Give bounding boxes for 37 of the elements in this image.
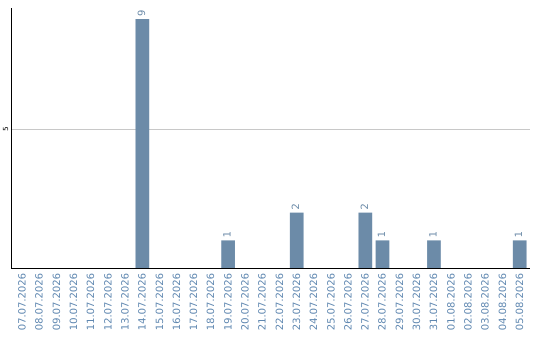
x-tick-label: 16.07.2026 — [172, 273, 183, 330]
x-tick-label: 30.07.2026 — [412, 273, 424, 330]
x-tick-label: 23.07.2026 — [292, 273, 303, 330]
x-tick-label: 02.08.2026 — [464, 273, 474, 330]
x-tick-label: 20.07.2026 — [240, 273, 252, 330]
x-tick-label: 26.07.2026 — [343, 273, 354, 330]
x-tick-label: 22.07.2026 — [274, 273, 286, 330]
x-tick-label: 07.07.2026 — [18, 273, 29, 330]
x-tick-label: 21.07.2026 — [258, 273, 269, 330]
data-label: 1 — [376, 230, 388, 238]
x-tick-label: 27.07.2026 — [360, 273, 372, 330]
data-label: 9 — [136, 10, 148, 16]
x-tick-label: 03.08.2026 — [480, 273, 492, 330]
x-tick-label: 10.07.2026 — [69, 273, 80, 330]
x-tick-label: 28.07.2026 — [378, 273, 389, 330]
data-label: 2 — [360, 203, 371, 210]
x-tick-label: 19.07.2026 — [223, 273, 234, 330]
x-tick-label: 18.07.2026 — [206, 273, 218, 330]
x-tick-label: 25.07.2026 — [326, 273, 338, 330]
x-tick-label: 31.07.2026 — [429, 273, 440, 330]
data-label: 2 — [291, 203, 302, 210]
x-tick-label: 12.07.2026 — [103, 273, 114, 330]
x-tick-label: 15.07.2026 — [154, 273, 166, 330]
data-label: 1 — [428, 230, 440, 238]
x-tick-label: 04.08.2026 — [498, 273, 509, 330]
data-label: 1 — [514, 230, 526, 238]
x-tick-label: 24.07.2026 — [309, 273, 320, 330]
x-tick-label: 05.08.2026 — [514, 273, 526, 330]
x-tick-label: 17.07.2026 — [189, 273, 200, 330]
x-tick-label: 11.07.2026 — [86, 273, 98, 330]
x-tick-label: 14.07.2026 — [138, 273, 149, 330]
data-label: 1 — [222, 230, 234, 238]
x-tick-label: 09.07.2026 — [52, 273, 63, 330]
x-tick-label: 01.08.2026 — [446, 273, 458, 330]
x-tick-label: 13.07.2026 — [120, 273, 132, 330]
x-tick-label: 08.07.2026 — [34, 273, 46, 330]
x-tick-label: 29.07.2026 — [394, 273, 406, 330]
